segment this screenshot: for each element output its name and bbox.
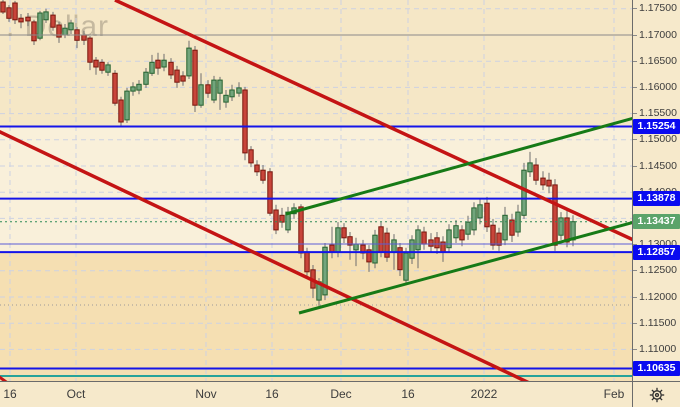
price-axis-tick-label: 1.14500: [639, 159, 677, 172]
price-axis-tick-label: 1.12000: [639, 290, 677, 303]
price-level-label-1.10635: 1.10635: [633, 361, 680, 376]
candles: [0, 0, 576, 306]
candlestick-chart[interactable]: . Dollar: [0, 0, 632, 381]
price-axis-tickmark: [633, 322, 637, 324]
price-axis-tickmark: [633, 270, 637, 272]
time-axis-label: Nov: [195, 387, 217, 401]
gridlines: [0, 0, 632, 381]
price-axis-tickmark: [633, 60, 637, 62]
price-axis-tickmark: [633, 86, 637, 88]
plot-svg: [0, 0, 632, 381]
price-level-label-1.15254: 1.15254: [633, 119, 680, 134]
price-level-label-1.13437: 1.13437: [633, 214, 680, 230]
price-axis-tick-label: 1.17500: [639, 2, 677, 15]
green-trendline-lower: [298, 221, 632, 315]
time-axis-label: Dec: [330, 387, 352, 401]
price-axis-tick-label: 1.11500: [639, 316, 677, 329]
price-axis[interactable]: 1.17500 1.17000 1.16500 1.16000 1.15500 1.150…: [632, 0, 680, 381]
price-axis-tick-label: 1.17000: [639, 28, 677, 41]
red-trendline-lower: [0, 130, 530, 381]
time-axis-label: Feb: [603, 387, 625, 401]
price-axis-tickmark: [633, 296, 637, 298]
trendlines: [0, 0, 632, 381]
price-axis-tick-label: 1.12500: [639, 264, 677, 277]
red-trendline-upper: [114, 0, 632, 242]
time-axis[interactable]: 16 Oct Nov 16 Dec 16 2022 Feb: [0, 381, 632, 407]
axis-corner: [632, 381, 680, 407]
time-axis-label: 16: [3, 387, 17, 401]
price-axis-tick-label: 1.15000: [639, 133, 677, 146]
price-axis-tickmark: [633, 165, 637, 167]
price-axis-tick-label: 1.11000: [639, 342, 677, 355]
price-level-label-1.12857: 1.12857: [633, 244, 680, 260]
price-axis-tick-label: 1.15500: [639, 107, 677, 120]
price-axis-tickmark: [633, 139, 637, 141]
time-axis-label: 16: [401, 387, 415, 401]
price-level-label-1.13878: 1.13878: [633, 191, 680, 207]
price-axis-tick-label: 1.16000: [639, 80, 677, 93]
time-axis-label: Oct: [66, 387, 86, 401]
settings-gear-icon[interactable]: [649, 387, 665, 403]
price-axis-tickmark: [633, 113, 637, 115]
price-axis-tick-label: 1.16500: [639, 54, 677, 67]
time-axis-label: 2022: [470, 387, 498, 401]
red-segment-bottom-left: [0, 375, 8, 381]
price-axis-tickmark: [633, 348, 637, 350]
price-axis-tickmark: [633, 8, 637, 10]
price-axis-tickmark: [633, 34, 637, 36]
green-trendline-upper: [285, 116, 632, 216]
time-axis-label: 16: [265, 387, 279, 401]
